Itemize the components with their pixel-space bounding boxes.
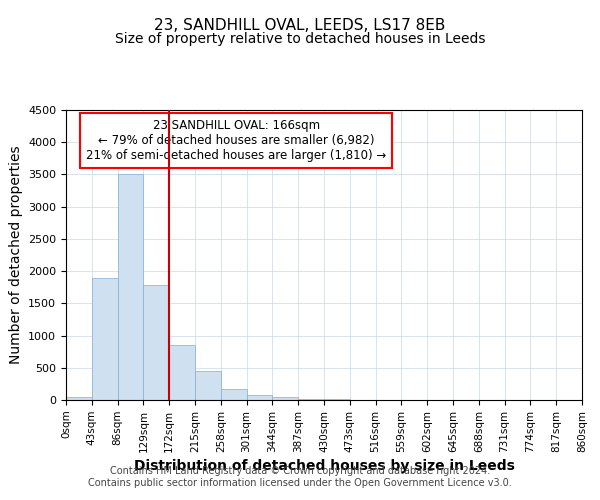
Bar [92, 278, 118, 400]
Bar [221, 389, 247, 400]
Text: Size of property relative to detached houses in Leeds: Size of property relative to detached ho… [115, 32, 485, 46]
X-axis label: Distribution of detached houses by size in Leeds: Distribution of detached houses by size … [134, 459, 514, 473]
Bar [118, 174, 143, 400]
Bar [195, 371, 221, 400]
Bar [169, 345, 195, 400]
Bar [247, 395, 272, 400]
Y-axis label: Number of detached properties: Number of detached properties [8, 146, 23, 364]
Bar [272, 398, 298, 400]
Text: 23, SANDHILL OVAL, LEEDS, LS17 8EB: 23, SANDHILL OVAL, LEEDS, LS17 8EB [154, 18, 446, 32]
Text: 23 SANDHILL OVAL: 166sqm
← 79% of detached houses are smaller (6,982)
21% of sem: 23 SANDHILL OVAL: 166sqm ← 79% of detach… [86, 118, 386, 162]
Bar [143, 286, 169, 400]
Text: Contains HM Land Registry data © Crown copyright and database right 2024.
Contai: Contains HM Land Registry data © Crown c… [88, 466, 512, 487]
Bar [66, 398, 92, 400]
Bar [298, 398, 324, 400]
